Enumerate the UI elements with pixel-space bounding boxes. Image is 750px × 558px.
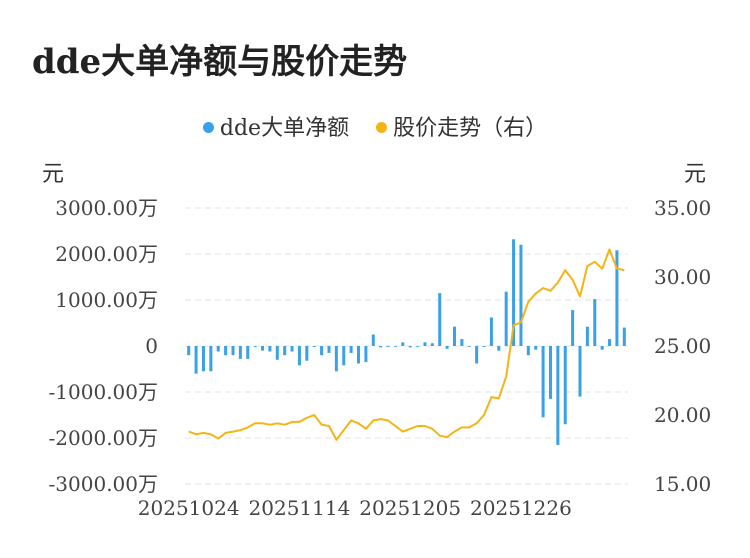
bar [416, 346, 420, 347]
bar [349, 346, 353, 353]
bar [238, 346, 242, 359]
right-tick-label: 35.00 [654, 196, 711, 220]
bar [578, 346, 582, 397]
x-tick-label: 20251205 [359, 496, 461, 520]
bar [482, 346, 486, 347]
bar [534, 346, 538, 350]
left-tick-label: -2000.00万 [49, 426, 158, 450]
bar [622, 327, 626, 346]
bar [460, 339, 464, 346]
bar [526, 346, 530, 356]
x-tick-label: 20251114 [249, 496, 351, 520]
bar [231, 346, 235, 356]
bar [408, 346, 412, 348]
bar [275, 346, 279, 360]
x-tick-label: 20251226 [470, 496, 572, 520]
legend-dot-icon [202, 122, 214, 133]
bar [393, 346, 397, 347]
bar [194, 346, 198, 374]
right-tick-label: 30.00 [654, 265, 711, 289]
left-tick-label: 3000.00万 [55, 196, 158, 220]
left-tick-label: -3000.00万 [49, 472, 158, 496]
legend: dde大单净额 股价走势（右） [0, 110, 750, 142]
bar [327, 346, 331, 353]
bar [386, 346, 390, 347]
bar [261, 346, 265, 351]
bar [216, 346, 220, 352]
bar [312, 346, 316, 347]
bar [290, 346, 294, 352]
bar [504, 291, 508, 346]
bar [615, 250, 619, 346]
bar [268, 346, 272, 352]
legend-dot-icon [376, 122, 388, 133]
bar [593, 299, 597, 346]
bar [209, 346, 213, 372]
left-axis-unit: 元 [42, 162, 65, 187]
right-tick-label: 25.00 [654, 334, 711, 358]
right-axis-unit: 元 [684, 162, 707, 187]
bar [489, 317, 493, 346]
left-tick-label: 2000.00万 [55, 242, 158, 266]
bar [438, 293, 442, 346]
bar [342, 346, 346, 366]
bar [548, 346, 552, 399]
bar [445, 346, 449, 349]
bar [608, 339, 612, 346]
left-tick-label: 0 [145, 334, 158, 358]
bar [305, 346, 309, 361]
bar [600, 346, 604, 350]
page-title: dde大单净额与股价走势 [32, 42, 408, 82]
bar [452, 326, 456, 346]
bar [371, 334, 375, 346]
bar [224, 346, 228, 356]
bar [246, 346, 250, 359]
right-tick-label: 15.00 [654, 472, 711, 496]
bar [401, 342, 405, 346]
bar [512, 239, 516, 346]
bar [430, 343, 434, 346]
bar [283, 346, 287, 356]
legend-item-price[interactable]: 股价走势（右） [376, 110, 547, 142]
bar [541, 346, 545, 418]
right-tick-label: 20.00 [654, 403, 711, 427]
legend-label: 股价走势（右） [393, 116, 548, 141]
bar [467, 346, 471, 347]
bar [379, 346, 383, 348]
bar [556, 346, 560, 445]
bar [201, 346, 205, 372]
bar [357, 346, 361, 364]
bar [475, 346, 479, 364]
left-tick-label: -1000.00万 [49, 380, 158, 404]
bar [563, 346, 567, 425]
bar [297, 346, 301, 366]
bar [497, 346, 501, 351]
bar [423, 342, 427, 346]
bar [519, 244, 523, 346]
bar [364, 346, 368, 363]
price-line [188, 248, 625, 441]
bar [187, 346, 191, 356]
bar [334, 346, 338, 372]
bar [253, 346, 257, 347]
legend-item-dde[interactable]: dde大单净额 [202, 110, 350, 142]
bar [585, 326, 589, 346]
bar [320, 346, 324, 356]
x-tick-label: 20251024 [138, 496, 240, 520]
left-tick-label: 1000.00万 [55, 288, 158, 312]
legend-label: dde大单净额 [219, 116, 350, 141]
bar [571, 310, 575, 346]
